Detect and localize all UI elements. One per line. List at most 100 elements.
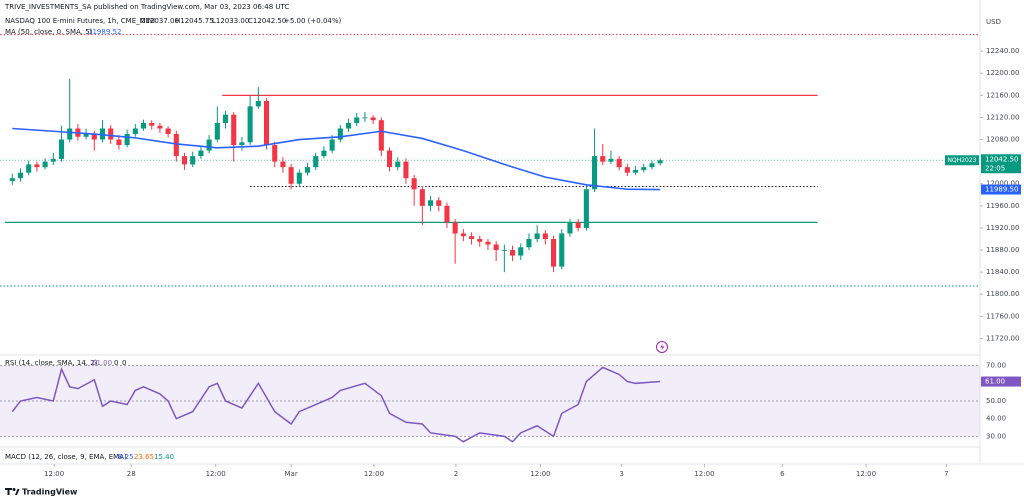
ohlc-low: L12033.00	[212, 17, 249, 25]
macd-legend-value: 23.65	[134, 453, 154, 461]
candle-body	[526, 238, 532, 248]
candle-body	[551, 238, 557, 267]
candle-body	[304, 167, 311, 173]
time-tick-label: 12:00	[44, 470, 64, 478]
candle-body	[17, 172, 24, 179]
footer-brand: TradingView	[22, 488, 78, 497]
candle-body	[370, 117, 376, 121]
time-tick-label: 2	[454, 470, 458, 478]
candle-body	[354, 117, 360, 123]
candle-body	[124, 134, 130, 146]
candle-body	[337, 128, 343, 140]
rsi-value-label: 61.00	[985, 378, 1005, 386]
candle-body	[485, 241, 491, 245]
candle-body	[608, 158, 614, 162]
candle-body	[206, 139, 212, 151]
candle-body	[624, 167, 630, 173]
price-tick-label: 11960.00	[986, 202, 1019, 210]
candle-body	[428, 200, 434, 206]
candle-body	[436, 200, 442, 206]
candle-body	[181, 156, 188, 165]
candle-body	[280, 161, 286, 168]
candle-body	[403, 161, 409, 179]
rsi-line	[11, 366, 661, 443]
candle-body	[263, 100, 270, 146]
countdown-label: 22:05	[985, 164, 1005, 172]
candle-body	[9, 178, 15, 181]
rsi-legend-value: 0	[122, 359, 126, 367]
ma-legend-value: 11989.52	[88, 28, 121, 36]
candle-body	[444, 205, 450, 223]
time-tick-label: 12:00	[206, 470, 226, 478]
symbol-label: NQH2023	[948, 157, 977, 164]
plot-layer: 12240.00 12200.00 12160.00 12120.00 12080.00…	[0, 34, 1021, 478]
candle-body	[641, 167, 647, 170]
candle-body	[649, 163, 655, 168]
price-tick-label: 12120.00	[986, 113, 1019, 121]
symbol-name: NASDAQ 100 E-mini Futures, 1h, CME_MINI	[5, 17, 155, 25]
candle-body	[518, 247, 524, 256]
candle-body	[132, 128, 138, 135]
ohlc-high: H12045.75	[175, 17, 214, 25]
time-tick-label: 7	[944, 470, 948, 478]
candle-body	[411, 178, 417, 190]
rsi-tick-label: 30.00	[986, 432, 1006, 440]
candle-body	[190, 156, 196, 165]
candle-body	[477, 238, 483, 242]
price-tick-label: 12240.00	[986, 47, 1019, 55]
price-tick-label: 12160.00	[986, 91, 1019, 99]
ma-line	[12, 127, 661, 191]
candle-body	[34, 164, 40, 168]
price-tick-label: 12080.00	[986, 136, 1019, 144]
candle-body	[313, 156, 319, 168]
candle-body	[67, 128, 73, 140]
candle-body	[493, 244, 499, 251]
candle-body	[296, 172, 302, 184]
time-tick-label: 3	[619, 470, 623, 478]
candle-body	[321, 150, 327, 157]
price-tick-label: 12200.00	[986, 69, 1019, 77]
ma-price-box	[981, 184, 1021, 195]
currency: USD	[986, 18, 1001, 26]
candle-body	[83, 134, 89, 137]
published-line: TRIVE_INVESTMENTS_SA published on Tradin…	[4, 3, 289, 11]
price-tick-label: 11720.00	[986, 334, 1019, 342]
last-price-box	[981, 154, 1021, 174]
macd-legend-value: 15.40	[154, 453, 174, 461]
candle-body	[26, 164, 32, 173]
last-price-label: 12042.50	[985, 155, 1018, 163]
candle-body	[91, 134, 97, 140]
candle-body	[247, 106, 253, 143]
candle-body	[395, 161, 401, 168]
candle-body	[469, 236, 475, 239]
time-tick-label: 6	[780, 470, 785, 478]
rsi-tick-label: 40.00	[986, 415, 1006, 423]
candle-body	[108, 128, 114, 140]
macd-legend-value: 8.25	[118, 453, 134, 461]
price-tick-label: 11920.00	[986, 224, 1019, 232]
time-tick-label: 12:00	[530, 470, 550, 478]
candle-body	[214, 122, 220, 140]
macd-legend: MACD (12, 26, close, 9, EMA, EMA)	[5, 453, 127, 461]
candle-body	[231, 114, 237, 146]
time-tick-label: 12:00	[694, 470, 714, 478]
price-tick-label: 11760.00	[986, 312, 1019, 320]
candle-body	[657, 160, 663, 164]
price-tick-label: 12000.00	[986, 180, 1019, 188]
candle-body	[592, 156, 598, 190]
footer-logo	[5, 488, 20, 495]
candle-body	[345, 122, 352, 129]
candle-body	[157, 125, 163, 129]
candle-body	[510, 250, 516, 256]
candle-body	[501, 250, 507, 251]
candle-body	[378, 120, 384, 151]
candle-body	[542, 233, 548, 239]
rsi-legend: RSI (14, close, SMA, 14, 2)	[5, 359, 98, 367]
candle-body	[58, 139, 65, 159]
price-tick-label: 11880.00	[986, 246, 1019, 254]
rsi-value-box	[981, 376, 1021, 387]
ohlc-open: O12037.00	[140, 17, 179, 25]
candle-body	[362, 117, 368, 119]
candle-body	[534, 233, 540, 239]
